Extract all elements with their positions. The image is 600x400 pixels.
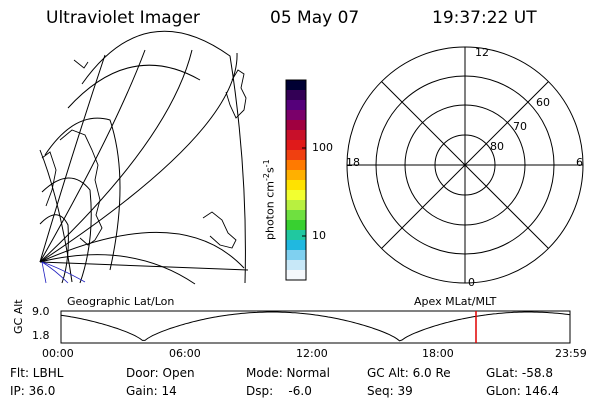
x-tick-label: 18:00	[422, 347, 454, 360]
field-line	[41, 261, 47, 284]
coastline	[202, 211, 237, 249]
x-tick-label: 23:59	[555, 347, 587, 360]
longitude-line	[39, 254, 196, 285]
geographic-label: Geographic Lat/Lon	[67, 295, 175, 308]
filter-status: Flt: LBHL	[10, 366, 64, 380]
gc-alt-status: GC Alt: 6.0 Re	[367, 366, 451, 380]
altitude-ytick-top: 9.0	[32, 305, 50, 318]
colorbar-cell	[286, 90, 306, 101]
door-status: Door: Open	[126, 366, 195, 380]
colorbar-cell	[286, 100, 306, 111]
colorbar-label: photon cm-2s-1	[262, 159, 277, 240]
colorbar-cell	[286, 220, 306, 231]
latitude-arc	[67, 64, 201, 109]
colorbar-cell	[286, 170, 306, 181]
colorbar-cell	[286, 190, 306, 201]
latitude-arc	[41, 177, 92, 284]
x-tick-label: 06:00	[169, 347, 201, 360]
longitude-line	[39, 54, 106, 263]
colorbar-cell	[286, 130, 306, 141]
latitude-arc	[39, 214, 69, 284]
x-tick-label: 00:00	[42, 347, 74, 360]
colorbar-cell	[286, 160, 306, 171]
instrument-title: Ultraviolet Imager	[46, 8, 200, 28]
longitude-line	[39, 49, 146, 263]
polar-label-70: 70	[513, 120, 527, 133]
colorbar-cell	[286, 200, 306, 211]
apex-label: Apex MLat/MLT	[414, 295, 497, 308]
colorbar-cell	[286, 210, 306, 221]
colorbar-cell	[286, 140, 306, 151]
coastline	[73, 59, 89, 69]
gain-status: Gain: 14	[126, 384, 177, 398]
field-line	[41, 261, 86, 283]
colorbar-cell	[286, 150, 306, 161]
polar-label-60: 60	[536, 96, 550, 109]
colorbar-frame	[285, 79, 307, 281]
seq-status: Seq: 39	[367, 384, 413, 398]
colorbar-tick-100: 100	[312, 141, 333, 154]
polar-label-80: 80	[490, 140, 504, 153]
time-label: 19:37:22 UT	[432, 8, 537, 28]
altitude-plot-frame	[60, 310, 571, 344]
colorbar-cell	[286, 180, 306, 191]
colorbar-cell	[286, 230, 306, 241]
longitude-line	[39, 52, 238, 263]
colorbar-cell	[286, 270, 306, 281]
polar-diagonal	[381, 81, 549, 249]
colorbar-tick-10: 10	[312, 229, 326, 242]
mode-status: Mode: Normal	[246, 366, 330, 380]
colorbar-cell	[286, 80, 306, 91]
glon-status: GLon: 146.4	[486, 384, 559, 398]
field-lines	[41, 261, 86, 284]
glat-status: GLat: -58.8	[486, 366, 553, 380]
polar-plot	[346, 46, 584, 284]
coastline	[59, 129, 103, 246]
altitude-plot	[60, 310, 571, 344]
colorbar-cell	[286, 120, 306, 131]
longitude-line	[39, 232, 245, 269]
altitude-ytick-bottom: 1.8	[32, 329, 50, 342]
geographic-map	[39, 30, 249, 285]
polar-label-0: 0	[468, 276, 475, 289]
altitude-curve	[60, 311, 571, 342]
colorbar	[285, 79, 307, 281]
polar-label-18: 18	[346, 156, 360, 169]
field-line	[41, 261, 69, 284]
coastline	[41, 151, 57, 207]
longitude-line	[39, 49, 193, 263]
x-tick-label: 12:00	[296, 347, 328, 360]
latitude-arc	[39, 149, 73, 283]
colorbar-cell	[286, 260, 306, 271]
ip-status: IP: 36.0	[10, 384, 56, 398]
colorbar-cell	[286, 110, 306, 121]
dsp-status: Dsp: -6.0	[246, 384, 312, 398]
latitude-arc	[81, 30, 246, 284]
altitude-ylabel: GC Alt	[12, 299, 25, 334]
coastline	[225, 69, 247, 119]
date-label: 05 May 07	[270, 8, 360, 28]
colorbar-cell	[286, 250, 306, 261]
polar-label-12: 12	[475, 46, 489, 59]
polar-label-6: 6	[576, 156, 583, 169]
colorbar-cell	[286, 240, 306, 251]
colorbar-cells	[286, 80, 306, 281]
map-edge	[39, 261, 249, 271]
latitude-arc	[44, 117, 121, 271]
